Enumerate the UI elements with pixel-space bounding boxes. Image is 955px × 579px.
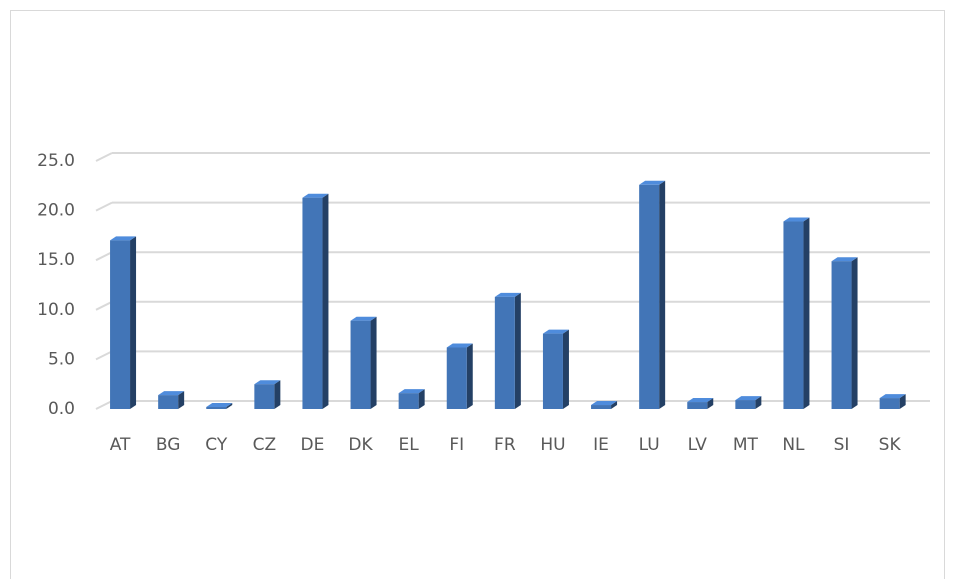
x-tick-label: DK	[348, 435, 373, 455]
bar-top	[591, 401, 618, 406]
bar	[494, 296, 515, 409]
bar-side	[274, 380, 281, 409]
y-tick-label: 10.0	[37, 300, 75, 320]
bar	[350, 320, 371, 409]
bar-side	[803, 217, 810, 409]
bar-top	[639, 180, 666, 185]
y-tick-label: 5.0	[48, 349, 75, 369]
bar-top	[158, 391, 185, 396]
x-tick-label: LV	[688, 435, 708, 455]
bar	[639, 184, 660, 409]
y-tick-label: 15.0	[37, 250, 75, 270]
bar-side	[659, 180, 666, 409]
x-tick-label: CY	[205, 435, 228, 455]
bar-top	[783, 217, 810, 222]
x-tick-label: BG	[156, 435, 181, 455]
grid-line-edge	[95, 300, 113, 311]
x-tick-label: HU	[540, 435, 565, 455]
bar	[542, 333, 563, 409]
x-tick-label: DE	[301, 435, 325, 455]
bar	[302, 197, 323, 409]
y-tick-label: 25.0	[37, 151, 75, 171]
bar-side	[130, 236, 137, 409]
x-tick-label: IE	[593, 435, 609, 455]
bar-side	[562, 329, 569, 409]
bar	[687, 402, 708, 409]
grid-line-edge	[95, 201, 113, 212]
bar-side	[466, 343, 473, 409]
grid-line-edge	[95, 400, 113, 410]
bar-side	[899, 394, 906, 409]
bar-top	[446, 343, 473, 348]
grid-line-edge	[95, 251, 113, 262]
bar-side	[418, 389, 425, 409]
bar	[206, 407, 227, 409]
x-tick-label: SK	[879, 435, 902, 455]
bar-top	[254, 380, 281, 385]
bar-top	[302, 193, 329, 198]
x-tick-label: AT	[110, 435, 131, 455]
y-tick-label: 20.0	[37, 201, 75, 221]
bar-top	[494, 292, 521, 297]
bar-side	[370, 316, 377, 409]
bar-side	[322, 193, 329, 409]
x-tick-label: CZ	[253, 435, 277, 455]
bar	[158, 395, 179, 409]
bar-top	[735, 396, 762, 401]
bar	[110, 240, 131, 409]
bar	[831, 261, 852, 409]
bar	[446, 347, 467, 409]
bar	[254, 384, 275, 409]
bar-side	[707, 398, 714, 409]
bar-top	[831, 257, 858, 262]
bar-top	[206, 403, 233, 408]
grid-line-edge	[95, 152, 113, 162]
bar-side	[514, 292, 521, 409]
x-tick-label: LU	[639, 435, 660, 455]
bar-side	[851, 257, 858, 409]
bar-top	[398, 389, 425, 394]
y-tick-label: 0.0	[48, 399, 75, 419]
x-tick-label: EL	[399, 435, 420, 455]
bar	[591, 405, 612, 409]
x-tick-label: NL	[782, 435, 805, 455]
bar-top	[110, 236, 137, 241]
grid-line-edge	[95, 350, 113, 361]
x-tick-label: FR	[494, 435, 516, 455]
bar	[879, 398, 900, 409]
bar-side	[755, 396, 762, 409]
bar-top	[879, 394, 906, 399]
bar-top	[687, 398, 714, 403]
bar-top	[542, 329, 569, 334]
bar-side	[611, 401, 618, 409]
x-tick-label: MT	[733, 435, 759, 455]
bar	[735, 400, 756, 409]
x-tick-label: FI	[449, 435, 464, 455]
bar-side	[178, 391, 185, 409]
bar-top	[350, 316, 377, 321]
x-tick-label: SI	[834, 435, 850, 455]
bar	[783, 221, 804, 409]
bar-side	[226, 403, 233, 409]
bar	[398, 393, 419, 409]
